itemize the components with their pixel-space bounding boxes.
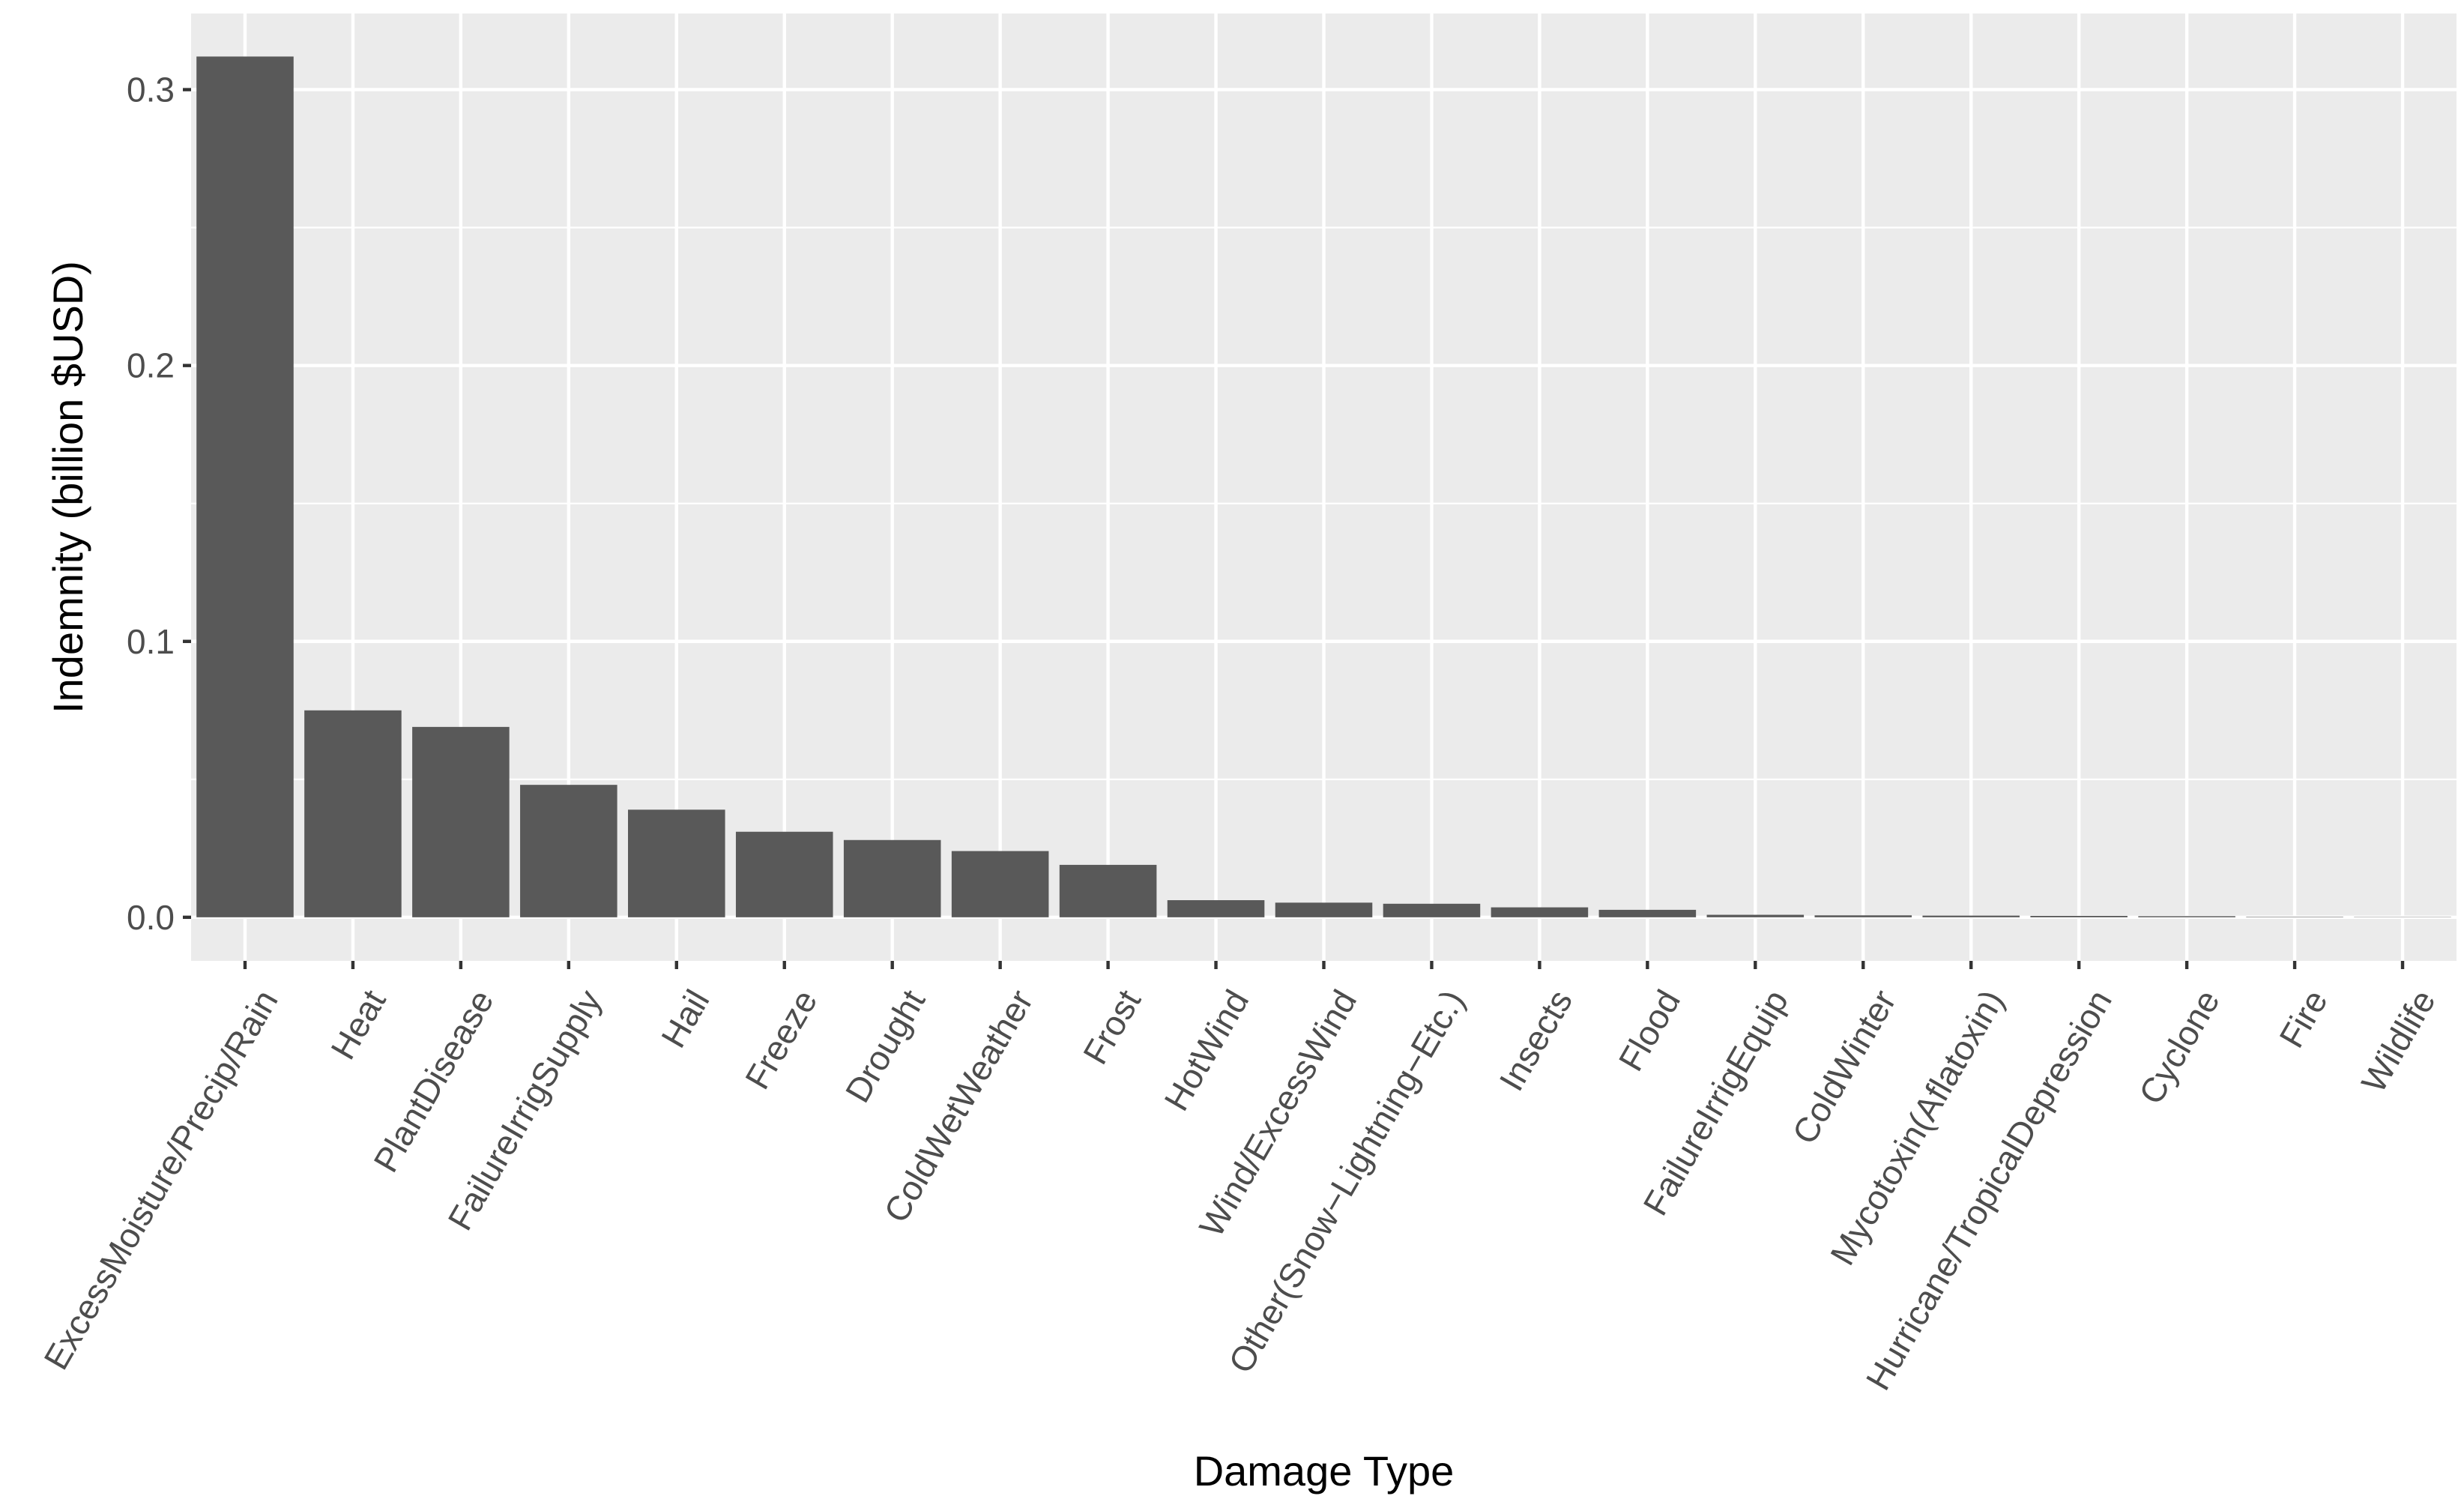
bar-plantdisease [412, 727, 510, 917]
x-tick-label: Wildlife [2354, 983, 2443, 1099]
bar-freeze [736, 832, 833, 917]
bar-failureirrigequip [1707, 915, 1805, 917]
bar-mycotoxin-aflatoxin [1922, 916, 2020, 917]
y-tick-label: 0.0 [127, 898, 175, 937]
bar-insects [1491, 908, 1589, 917]
y-axis-title: Indemnity (billion $USD) [44, 261, 91, 714]
x-tick-label: ExcessMoisture/Precip/Rain [36, 983, 286, 1376]
x-tick-label: Fire [2271, 983, 2335, 1055]
x-tick-label: Freeze [737, 983, 825, 1096]
bar-heat [304, 711, 402, 917]
x-tick-label: HotWind [1156, 983, 1256, 1118]
bar-frost [1060, 865, 1157, 917]
x-tick-label: Flood [1611, 983, 1688, 1078]
y-tick-label: 0.2 [127, 346, 175, 385]
x-tick-label: ColdWinter [1784, 983, 1903, 1150]
bar-failureirrigsupply [520, 785, 617, 917]
bar-hurricane-tropicaldepression [2030, 916, 2128, 917]
bar-hotwind [1168, 900, 1265, 917]
bar-coldwetweather [952, 851, 1049, 917]
bar-coldwinter [1814, 915, 1912, 917]
bar-flood [1599, 910, 1697, 917]
x-tick-label: Frost [1075, 983, 1149, 1071]
x-axis-title: Damage Type [1194, 1447, 1455, 1495]
x-tick-label: Cyclone [2131, 983, 2227, 1111]
x-tick-label: Heat [323, 983, 393, 1066]
x-tick-label: Hail [653, 983, 717, 1055]
bar-drought [844, 840, 941, 917]
bar-hail [628, 809, 725, 917]
bar-excessmoisture-precip-rain [196, 56, 294, 917]
bar-wind-excesswind [1275, 902, 1373, 917]
x-tick-label: Drought [838, 983, 933, 1109]
bar-cyclone [2138, 916, 2235, 917]
bar-other-snow-lightning-etc [1383, 904, 1481, 917]
y-tick-label: 0.1 [127, 622, 175, 661]
y-axis: 0.0 0.1 0.2 0.3 [127, 70, 191, 937]
y-tick-label: 0.3 [127, 70, 175, 109]
x-tick-label: Insects [1491, 983, 1580, 1097]
